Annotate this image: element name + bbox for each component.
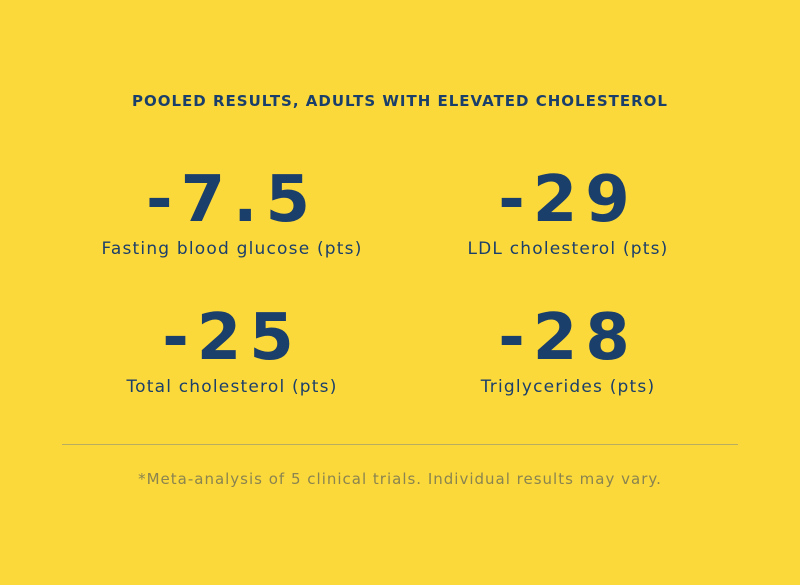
divider xyxy=(62,444,738,445)
stat-label: Triglycerides (pts) xyxy=(480,377,656,397)
stat-value: -29 xyxy=(498,163,638,237)
stat-label: Total cholesterol (pts) xyxy=(126,377,338,397)
stat: -28 Triglycerides (pts) xyxy=(398,303,738,397)
stat: -25 Total cholesterol (pts) xyxy=(62,303,402,397)
stat-value: -7.5 xyxy=(146,163,318,237)
stat: -7.5 Fasting blood glucose (pts) xyxy=(62,165,402,259)
stat-label: Fasting blood glucose (pts) xyxy=(101,239,363,259)
stat-value: -28 xyxy=(498,301,638,375)
stat-label: LDL cholesterol (pts) xyxy=(467,239,669,259)
title: POOLED RESULTS, ADULTS WITH ELEVATED CHO… xyxy=(132,92,668,110)
stat-value: -25 xyxy=(162,301,302,375)
footnote: *Meta-analysis of 5 clinical trials. Ind… xyxy=(138,470,662,488)
stat: -29 LDL cholesterol (pts) xyxy=(398,165,738,259)
